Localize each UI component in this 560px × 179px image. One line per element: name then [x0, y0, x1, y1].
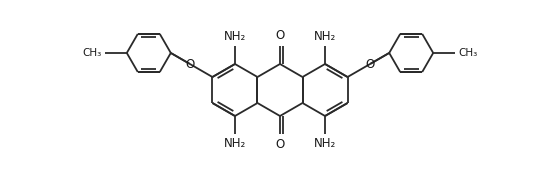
- Text: O: O: [366, 57, 375, 71]
- Text: NH₂: NH₂: [314, 30, 336, 43]
- Text: O: O: [276, 29, 284, 42]
- Text: O: O: [185, 57, 194, 71]
- Text: NH₂: NH₂: [224, 137, 246, 150]
- Text: NH₂: NH₂: [224, 30, 246, 43]
- Text: CH₃: CH₃: [82, 48, 102, 58]
- Text: O: O: [276, 138, 284, 151]
- Text: NH₂: NH₂: [314, 137, 336, 150]
- Text: CH₃: CH₃: [458, 48, 478, 58]
